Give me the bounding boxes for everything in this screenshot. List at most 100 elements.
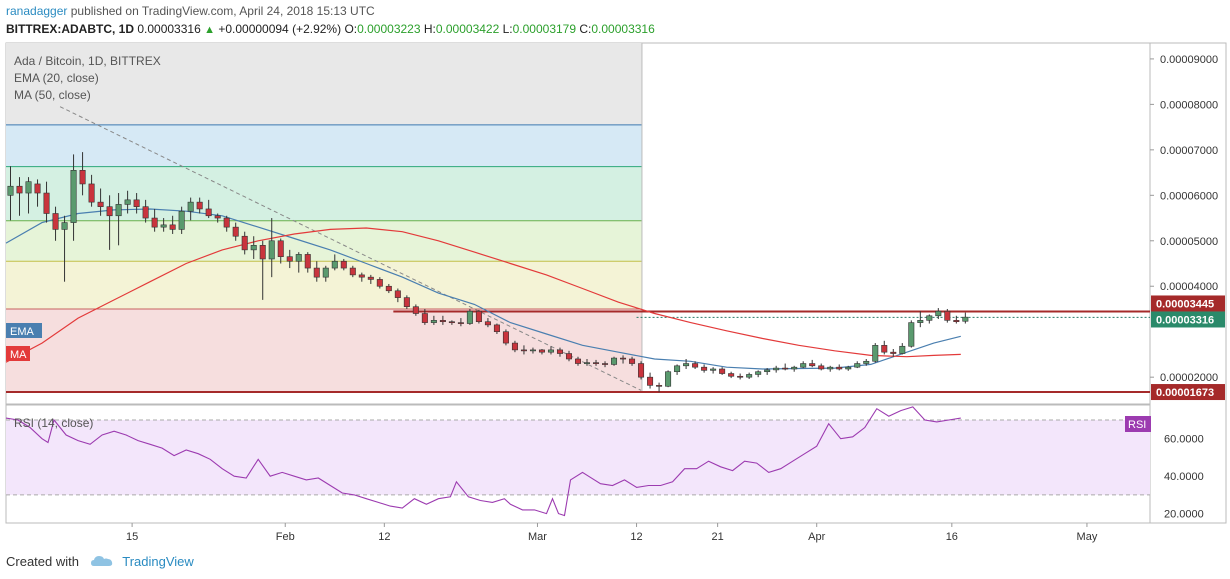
rsi-badge: RSI xyxy=(1128,419,1146,431)
candle xyxy=(538,348,545,355)
candle-body xyxy=(962,316,969,322)
candle xyxy=(457,318,464,327)
candle-body xyxy=(629,358,636,364)
candle xyxy=(124,190,131,214)
price-tick-label: 0.00002000 xyxy=(1160,372,1218,384)
candle-body xyxy=(881,345,888,353)
high-value: 0.00003422 xyxy=(435,22,500,36)
rsi-line xyxy=(5,406,961,517)
rsi-tick-label: 20.0000 xyxy=(1164,509,1204,521)
candle-body xyxy=(701,366,708,371)
candle xyxy=(385,283,392,294)
candle xyxy=(151,208,158,232)
candle xyxy=(502,329,509,346)
candle-body xyxy=(602,363,609,365)
candle-body xyxy=(737,375,744,378)
candle xyxy=(602,361,609,368)
price-tick-label: 0.00004000 xyxy=(1160,281,1218,293)
candle-body xyxy=(809,363,816,367)
candle xyxy=(782,363,789,371)
candle-body xyxy=(385,285,392,292)
shaded-region xyxy=(6,43,642,125)
chart-title: Ada / Bitcoin, 1D, BITTREX xyxy=(14,54,161,68)
ma-badge: MA xyxy=(10,349,27,361)
time-tick-label: Feb xyxy=(276,531,295,543)
candle xyxy=(863,358,870,366)
candle xyxy=(755,370,762,378)
time-tick-label: Apr xyxy=(808,531,825,543)
candle-body xyxy=(647,376,654,386)
candle-body xyxy=(187,201,194,212)
candle xyxy=(647,372,654,389)
candle-body xyxy=(223,217,230,228)
candle-body xyxy=(457,322,464,324)
candle-body xyxy=(484,321,491,326)
price-tick-label: 0.00008000 xyxy=(1160,99,1218,111)
price-tick-label: 0.00005000 xyxy=(1160,236,1218,248)
candle xyxy=(475,309,482,324)
rsi-legend: RSI (14, close) xyxy=(14,416,93,430)
candle-body xyxy=(818,365,825,370)
symbol-label: BITTREX:ADABTC, 1D xyxy=(6,22,134,36)
candle xyxy=(836,364,843,371)
candle-body xyxy=(34,183,41,194)
candle xyxy=(358,272,365,282)
candle-body xyxy=(412,306,419,314)
up-arrow-icon: ▲ xyxy=(204,24,215,36)
candle-body xyxy=(890,351,897,354)
candle xyxy=(881,340,888,355)
price-tick-label: 0.00006000 xyxy=(1160,190,1218,202)
candle xyxy=(268,218,275,278)
candle-body xyxy=(935,310,942,317)
candle-body xyxy=(872,345,879,362)
candle xyxy=(223,215,230,232)
candle xyxy=(196,197,203,214)
candle xyxy=(529,347,536,354)
low-label: L: xyxy=(502,22,513,36)
candle-body xyxy=(61,222,68,230)
candle-body xyxy=(719,368,726,374)
candle-body xyxy=(421,313,428,323)
candle-body xyxy=(43,192,50,214)
candle xyxy=(52,206,59,241)
candle xyxy=(295,252,302,273)
candle-body xyxy=(863,360,870,364)
candle xyxy=(593,359,600,366)
candle-body xyxy=(259,245,266,260)
candle xyxy=(466,308,473,325)
candle xyxy=(674,364,681,375)
candle-body xyxy=(502,331,509,344)
candle xyxy=(773,365,780,373)
candle-body xyxy=(728,373,735,377)
time-tick-label: 21 xyxy=(711,531,723,543)
fib-band xyxy=(6,220,642,262)
candle-body xyxy=(151,217,158,228)
candle-body xyxy=(160,224,167,228)
candle xyxy=(142,199,149,223)
price-tick-label: 0.00009000 xyxy=(1160,54,1218,66)
last-price: 0.00003316 xyxy=(137,22,201,36)
candle xyxy=(899,343,906,355)
candle-body xyxy=(926,315,933,321)
time-tick-label: May xyxy=(1077,531,1098,543)
candle-body xyxy=(710,368,717,371)
candle-body xyxy=(493,324,500,333)
ma-line xyxy=(5,227,961,363)
candle-body xyxy=(746,374,753,378)
author-name[interactable]: ranadagger xyxy=(6,4,68,18)
candle xyxy=(547,346,554,355)
candle-body xyxy=(124,199,131,205)
candle xyxy=(97,188,104,216)
rsi-tick-label: 60.0000 xyxy=(1164,434,1204,446)
last-price-tag-bg xyxy=(1151,311,1225,328)
rsi-tick-label: 40.0000 xyxy=(1164,471,1204,483)
close-value: 0.00003316 xyxy=(591,22,655,36)
time-tick-label: 15 xyxy=(126,531,138,543)
candle-body xyxy=(439,320,446,323)
candle xyxy=(133,193,140,214)
candle xyxy=(70,154,77,241)
tradingview-link[interactable]: TradingView xyxy=(122,554,194,569)
candle xyxy=(403,295,410,309)
candle-body xyxy=(638,363,645,378)
candle xyxy=(764,368,771,375)
